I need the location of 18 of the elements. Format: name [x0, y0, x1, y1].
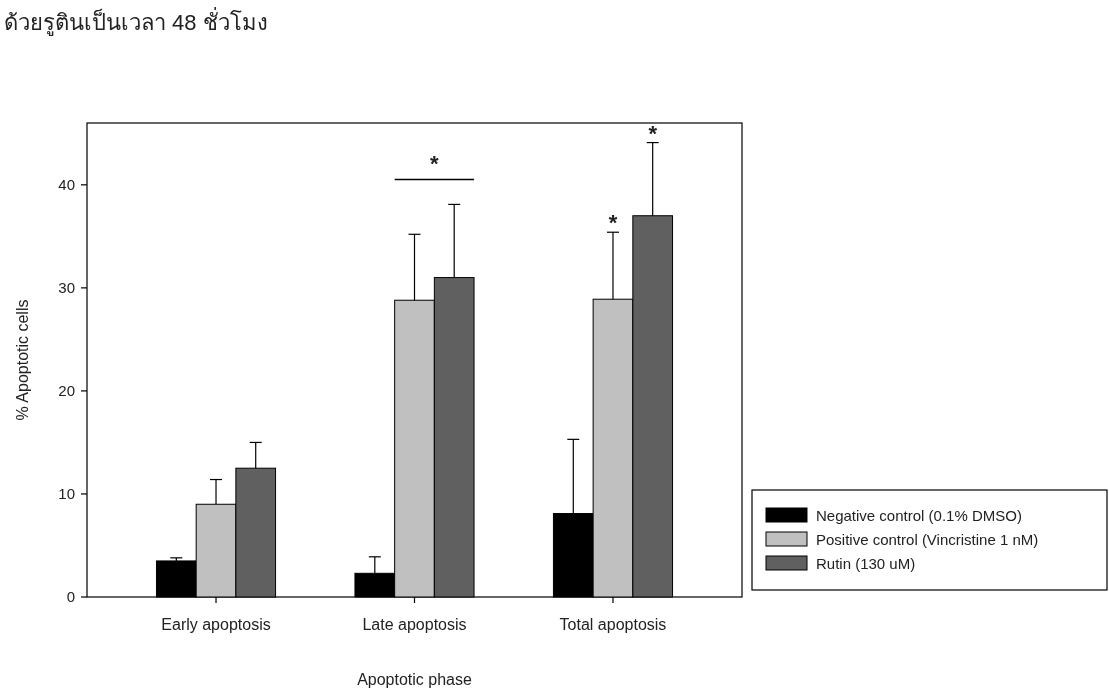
- y-tick-label: 30: [58, 278, 75, 296]
- x-tick-label: Late apoptosis: [362, 616, 467, 633]
- legend-label: Rutin (130 uM): [816, 555, 916, 572]
- y-tick-label: 40: [58, 175, 75, 193]
- x-tick-label: Early apoptosis: [161, 616, 271, 633]
- y-axis-title: % Apoptotic cells: [14, 299, 31, 421]
- annotation: *: [430, 151, 440, 177]
- y-tick-label: 10: [58, 484, 75, 502]
- significance-bracket: *: [393, 151, 475, 181]
- y-tick-label: 20: [58, 381, 75, 399]
- x-axis-title: Apoptotic phase: [357, 671, 472, 688]
- annotation: *: [608, 210, 618, 236]
- legend-label: Positive control (Vincristine 1 nM): [816, 531, 1039, 548]
- legend-label: Negative control (0.1% DMSO): [816, 507, 1022, 524]
- y-tick-label: 0: [66, 588, 75, 605]
- x-tick-label: Total apoptosis: [559, 616, 667, 633]
- chart-title: ด้วยรูตินเป็นเวลา 48 ชั่วโมง: [4, 7, 268, 36]
- annotation: *: [648, 120, 658, 146]
